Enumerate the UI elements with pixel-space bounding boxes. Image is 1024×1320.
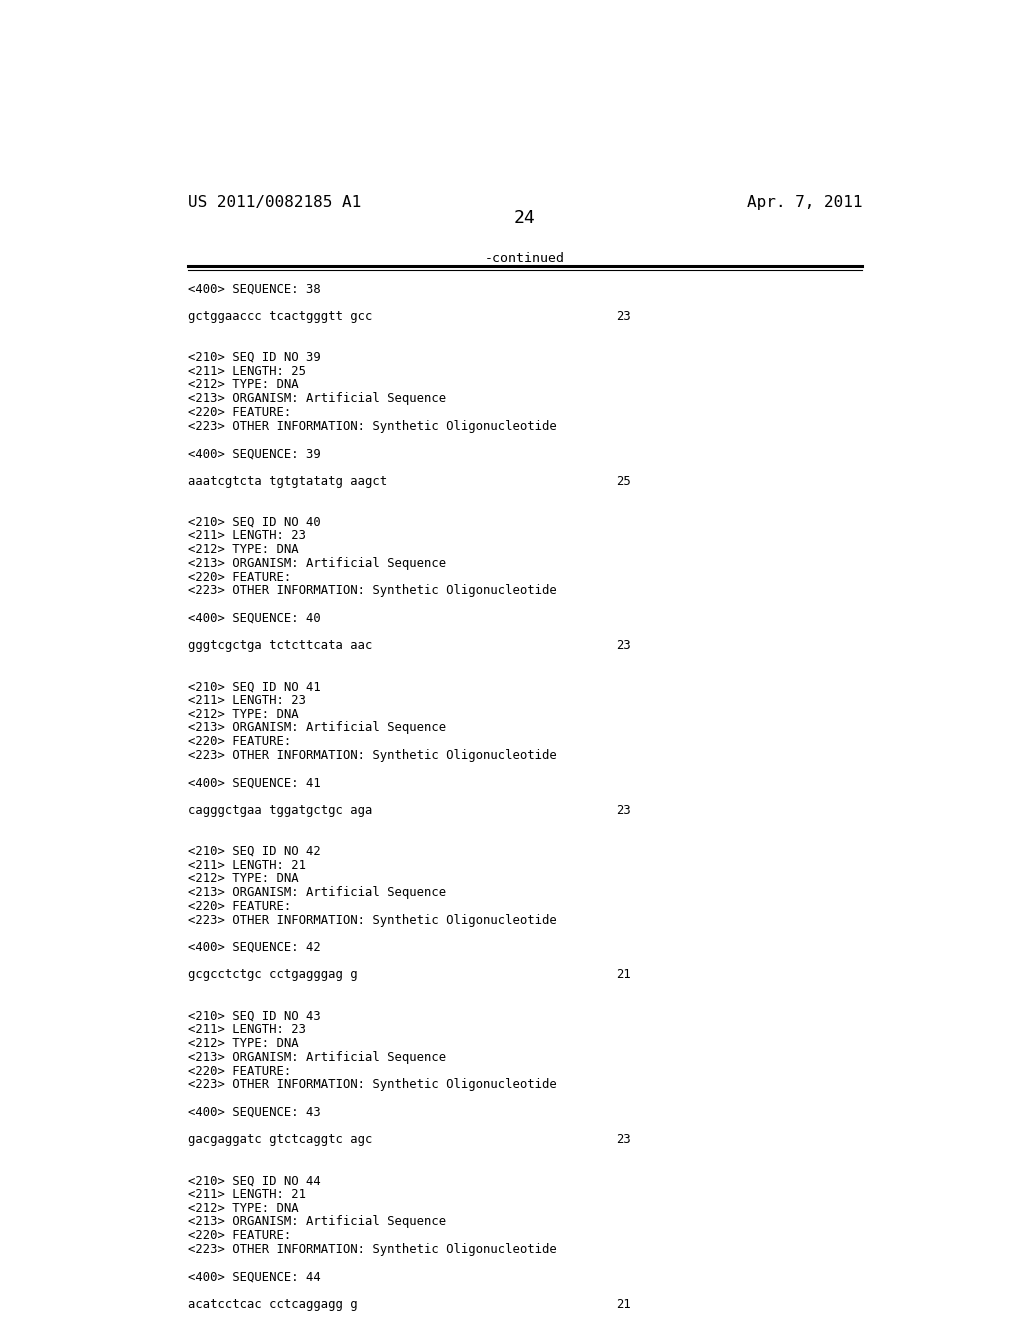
Text: <220> FEATURE:: <220> FEATURE: (187, 735, 291, 748)
Text: <213> ORGANISM: Artificial Sequence: <213> ORGANISM: Artificial Sequence (187, 1216, 445, 1229)
Text: <400> SEQUENCE: 44: <400> SEQUENCE: 44 (187, 1270, 321, 1283)
Text: <220> FEATURE:: <220> FEATURE: (187, 1229, 291, 1242)
Text: <210> SEQ ID NO 44: <210> SEQ ID NO 44 (187, 1175, 321, 1187)
Text: 23: 23 (616, 804, 631, 817)
Text: 24: 24 (514, 210, 536, 227)
Text: <211> LENGTH: 23: <211> LENGTH: 23 (187, 529, 305, 543)
Text: <211> LENGTH: 25: <211> LENGTH: 25 (187, 364, 305, 378)
Text: <211> LENGTH: 21: <211> LENGTH: 21 (187, 1188, 305, 1201)
Text: <223> OTHER INFORMATION: Synthetic Oligonucleotide: <223> OTHER INFORMATION: Synthetic Oligo… (187, 913, 556, 927)
Text: 23: 23 (616, 639, 631, 652)
Text: gggtcgctga tctcttcata aac: gggtcgctga tctcttcata aac (187, 639, 372, 652)
Text: <213> ORGANISM: Artificial Sequence: <213> ORGANISM: Artificial Sequence (187, 557, 445, 570)
Text: <212> TYPE: DNA: <212> TYPE: DNA (187, 1201, 298, 1214)
Text: <212> TYPE: DNA: <212> TYPE: DNA (187, 379, 298, 392)
Text: 23: 23 (616, 310, 631, 323)
Text: <210> SEQ ID NO 39: <210> SEQ ID NO 39 (187, 351, 321, 364)
Text: <210> SEQ ID NO 40: <210> SEQ ID NO 40 (187, 516, 321, 529)
Text: <212> TYPE: DNA: <212> TYPE: DNA (187, 543, 298, 556)
Text: -continued: -continued (484, 252, 565, 265)
Text: <220> FEATURE:: <220> FEATURE: (187, 900, 291, 913)
Text: <212> TYPE: DNA: <212> TYPE: DNA (187, 708, 298, 721)
Text: <400> SEQUENCE: 41: <400> SEQUENCE: 41 (187, 776, 321, 789)
Text: <213> ORGANISM: Artificial Sequence: <213> ORGANISM: Artificial Sequence (187, 722, 445, 734)
Text: <212> TYPE: DNA: <212> TYPE: DNA (187, 1038, 298, 1051)
Text: cagggctgaa tggatgctgc aga: cagggctgaa tggatgctgc aga (187, 804, 372, 817)
Text: <220> FEATURE:: <220> FEATURE: (187, 405, 291, 418)
Text: <211> LENGTH: 21: <211> LENGTH: 21 (187, 859, 305, 871)
Text: <223> OTHER INFORMATION: Synthetic Oligonucleotide: <223> OTHER INFORMATION: Synthetic Oligo… (187, 1243, 556, 1255)
Text: acatcctcac cctcaggagg g: acatcctcac cctcaggagg g (187, 1298, 357, 1311)
Text: <223> OTHER INFORMATION: Synthetic Oligonucleotide: <223> OTHER INFORMATION: Synthetic Oligo… (187, 420, 556, 433)
Text: <212> TYPE: DNA: <212> TYPE: DNA (187, 873, 298, 886)
Text: <213> ORGANISM: Artificial Sequence: <213> ORGANISM: Artificial Sequence (187, 392, 445, 405)
Text: <223> OTHER INFORMATION: Synthetic Oligonucleotide: <223> OTHER INFORMATION: Synthetic Oligo… (187, 748, 556, 762)
Text: <223> OTHER INFORMATION: Synthetic Oligonucleotide: <223> OTHER INFORMATION: Synthetic Oligo… (187, 1078, 556, 1092)
Text: Apr. 7, 2011: Apr. 7, 2011 (746, 195, 862, 210)
Text: gacgaggatc gtctcaggtc agc: gacgaggatc gtctcaggtc agc (187, 1133, 372, 1146)
Text: <210> SEQ ID NO 42: <210> SEQ ID NO 42 (187, 845, 321, 858)
Text: 21: 21 (616, 1298, 631, 1311)
Text: <220> FEATURE:: <220> FEATURE: (187, 1064, 291, 1077)
Text: gcgcctctgc cctgagggag g: gcgcctctgc cctgagggag g (187, 969, 357, 982)
Text: <211> LENGTH: 23: <211> LENGTH: 23 (187, 694, 305, 708)
Text: <400> SEQUENCE: 39: <400> SEQUENCE: 39 (187, 447, 321, 461)
Text: <211> LENGTH: 23: <211> LENGTH: 23 (187, 1023, 305, 1036)
Text: 21: 21 (616, 969, 631, 982)
Text: 25: 25 (616, 474, 631, 487)
Text: gctggaaccc tcactgggtt gcc: gctggaaccc tcactgggtt gcc (187, 310, 372, 323)
Text: <213> ORGANISM: Artificial Sequence: <213> ORGANISM: Artificial Sequence (187, 1051, 445, 1064)
Text: <400> SEQUENCE: 40: <400> SEQUENCE: 40 (187, 611, 321, 624)
Text: <400> SEQUENCE: 43: <400> SEQUENCE: 43 (187, 1106, 321, 1118)
Text: <400> SEQUENCE: 38: <400> SEQUENCE: 38 (187, 282, 321, 296)
Text: <210> SEQ ID NO 43: <210> SEQ ID NO 43 (187, 1010, 321, 1023)
Text: <210> SEQ ID NO 41: <210> SEQ ID NO 41 (187, 680, 321, 693)
Text: <400> SEQUENCE: 42: <400> SEQUENCE: 42 (187, 941, 321, 954)
Text: <220> FEATURE:: <220> FEATURE: (187, 570, 291, 583)
Text: 23: 23 (616, 1133, 631, 1146)
Text: aaatcgtcta tgtgtatatg aagct: aaatcgtcta tgtgtatatg aagct (187, 474, 387, 487)
Text: <213> ORGANISM: Artificial Sequence: <213> ORGANISM: Artificial Sequence (187, 886, 445, 899)
Text: <223> OTHER INFORMATION: Synthetic Oligonucleotide: <223> OTHER INFORMATION: Synthetic Oligo… (187, 585, 556, 597)
Text: US 2011/0082185 A1: US 2011/0082185 A1 (187, 195, 360, 210)
